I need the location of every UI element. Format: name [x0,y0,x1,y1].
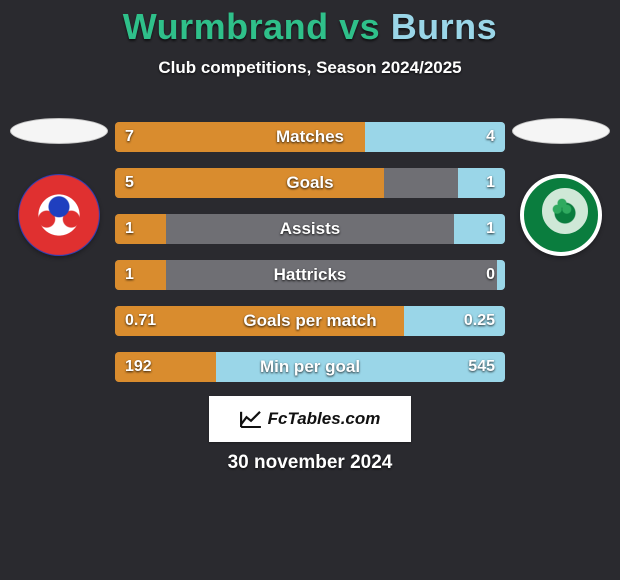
title-player-a: Wurmbrand [123,6,329,47]
brand-box: FcTables.com [209,396,411,442]
stat-row: 11Assists [115,214,505,244]
title-player-b: Burns [391,6,498,47]
stat-value-a: 5 [115,168,144,198]
flag-player-a [10,118,108,144]
flag-player-b [512,118,610,144]
stat-bars: 74Matches51Goals11Assists10Hattricks0.71… [115,122,505,398]
brand-logo-icon [240,410,262,428]
club-crest-player-b [520,174,602,256]
stat-track [115,214,505,244]
stat-row: 74Matches [115,122,505,152]
stat-row: 10Hattricks [115,260,505,290]
brand-text: FcTables.com [268,409,381,429]
stat-value-b: 4 [476,122,505,152]
club-crest-player-a [18,174,100,256]
stat-track [115,260,505,290]
stat-value-b: 0 [476,260,505,290]
stat-value-a: 192 [115,352,162,382]
stat-value-a: 7 [115,122,144,152]
comparison-infographic: Wurmbrand vs Burns Club competitions, Se… [0,0,620,580]
page-title: Wurmbrand vs Burns [0,0,620,48]
title-sep: vs [329,6,391,47]
stat-value-b: 545 [458,352,505,382]
compare-area: 74Matches51Goals11Assists10Hattricks0.71… [0,110,620,390]
player-a-column [4,110,114,390]
footer-date: 30 november 2024 [0,452,620,474]
stat-fill-a [115,122,365,152]
stat-value-b: 1 [476,214,505,244]
stat-row: 0.710.25Goals per match [115,306,505,336]
player-b-column [506,110,616,390]
stat-row: 192545Min per goal [115,352,505,382]
subtitle: Club competitions, Season 2024/2025 [0,58,620,78]
stat-value-a: 0.71 [115,306,166,336]
stat-row: 51Goals [115,168,505,198]
stat-value-a: 1 [115,260,144,290]
stat-value-b: 0.25 [454,306,505,336]
stat-fill-a [115,168,384,198]
stat-value-a: 1 [115,214,144,244]
stat-value-b: 1 [476,168,505,198]
